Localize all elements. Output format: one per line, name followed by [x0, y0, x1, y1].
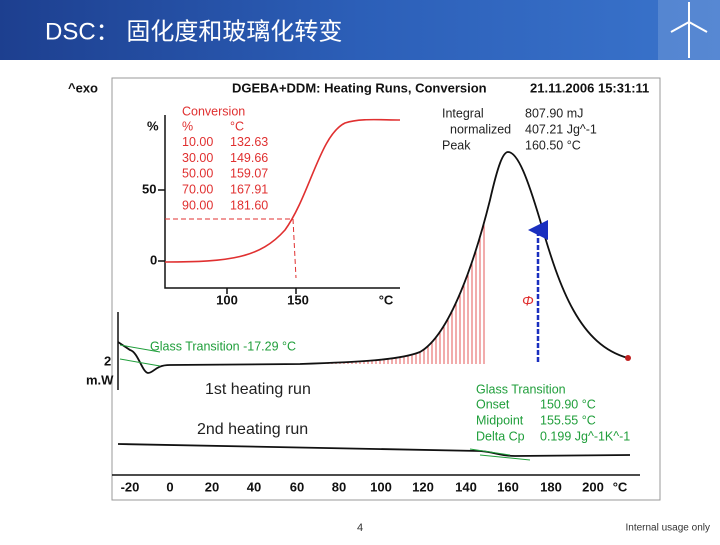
end-marker [625, 355, 631, 361]
gt-cell: 0.199 Jg^-1K^-1 [540, 429, 630, 443]
logo [670, 2, 708, 58]
gt-cell: Onset [476, 397, 510, 411]
integral-cell: 407.21 Jg^-1 [525, 122, 597, 136]
conversion-cell: 181.60 [230, 198, 268, 212]
gt-title: Glass Transition [476, 382, 566, 396]
conversion-cell: 30.00 [182, 151, 213, 165]
x-tick-label: -20 [121, 479, 140, 494]
x-tick-label: 80 [332, 479, 346, 494]
inset-x-label: 150 [287, 292, 309, 307]
run-label: 2nd heating run [197, 421, 308, 438]
conversion-curve [164, 118, 401, 263]
x-tick-label: 40 [247, 479, 261, 494]
gt-cell: Delta Cp [476, 429, 525, 443]
x-tick-label: 180 [540, 479, 562, 494]
inset-y-unit: % [147, 118, 159, 133]
gt-markers [119, 344, 531, 461]
timestamp: 21.11.2006 15:31:11 [530, 80, 649, 95]
integral-cell: Peak [442, 138, 471, 152]
x-tick-label: 140 [455, 479, 477, 494]
scale-value: 2 [104, 353, 111, 368]
inset-x-label: 100 [216, 292, 238, 307]
conversion-cell: 132.63 [230, 135, 268, 149]
inset-y-label: 0 [150, 252, 157, 267]
conversion-guide [165, 218, 297, 279]
phi: Φ [522, 293, 534, 309]
conversion-cell: 10.00 [182, 135, 213, 149]
inset-x-label: °C [379, 292, 394, 307]
conversion-cell: 50.00 [182, 167, 213, 181]
scale-unit: m.W [86, 372, 114, 387]
x-tick-label: °C [613, 479, 628, 494]
x-tick-label: 120 [412, 479, 434, 494]
gt-cell: Midpoint [476, 413, 524, 427]
integral-cell: Integral [442, 106, 484, 120]
glass-transition-label: Glass Transition -17.29 °C [150, 339, 296, 353]
inset-axes [158, 115, 400, 294]
y-unit: ^exo [68, 80, 98, 95]
conversion-cell: 90.00 [182, 198, 213, 212]
inset-y-label: 50 [142, 181, 156, 196]
integral-cell: normalized [450, 122, 511, 136]
integral-cell: 807.90 mJ [525, 106, 583, 120]
gt-cell: 155.55 °C [540, 413, 596, 427]
conversion-cell: % [182, 119, 193, 133]
conversion-cell: °C [230, 119, 244, 133]
plot-title: DGEBA+DDM: Heating Runs, Conversion [232, 80, 487, 95]
header-bar [0, 0, 720, 60]
conversion-cell: 167.91 [230, 182, 268, 196]
gt-cell: 150.90 °C [540, 397, 596, 411]
integral-cell: 160.50 °C [525, 138, 581, 152]
x-tick-label: 60 [290, 479, 304, 494]
slide-title: DSC： 固化度和玻璃化转变 [45, 18, 342, 45]
page-number: 4 [357, 522, 363, 534]
x-tick-label: 20 [205, 479, 219, 494]
plot-frame [111, 77, 661, 501]
table-title: Conversion [182, 104, 245, 118]
conversion-cell: 159.07 [230, 167, 268, 181]
run-label: 1st heating run [205, 381, 311, 398]
x-tick-label: 100 [370, 479, 392, 494]
x-tick-label: 160 [497, 479, 519, 494]
x-tick-label: 200 [582, 479, 604, 494]
conversion-cell: 149.66 [230, 151, 268, 165]
conversion-cell: 70.00 [182, 182, 213, 196]
footer-note: Internal usage only [625, 523, 710, 534]
x-tick-label: 0 [166, 479, 173, 494]
